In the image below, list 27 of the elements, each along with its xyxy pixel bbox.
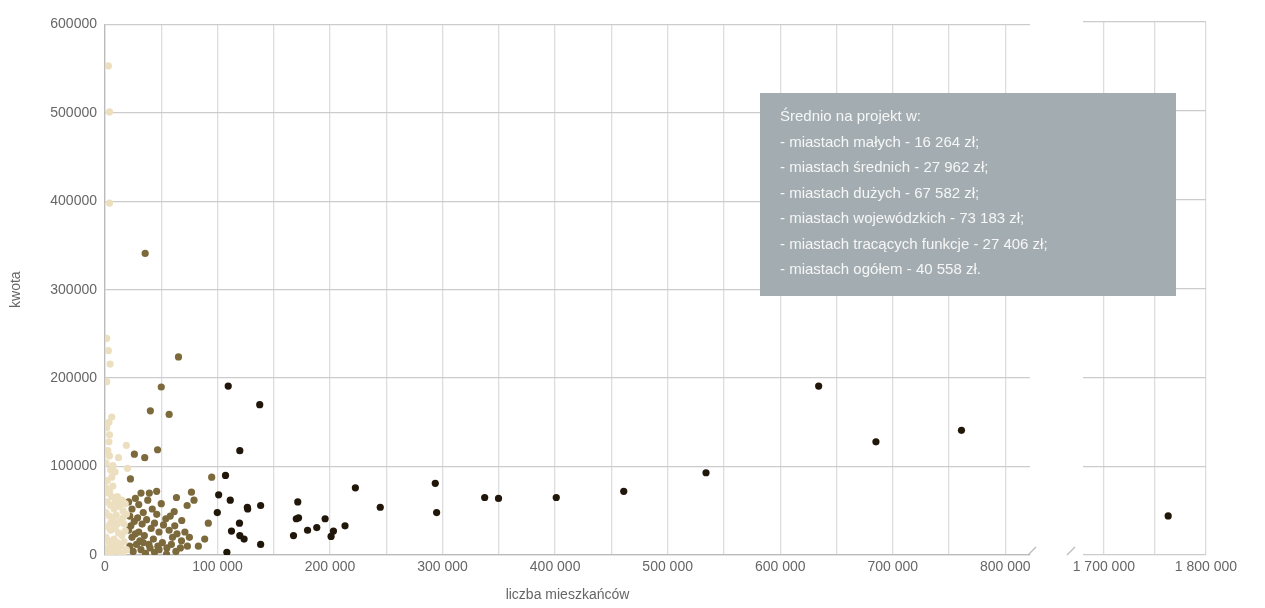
annotation: - miastach wojewódzkich - 73 183 zł; (780, 208, 1026, 228)
x-tick-label: 1 800 000 (1174, 558, 1238, 575)
x-tick-label: 700 000 (867, 558, 919, 575)
x-tick-label: 0 (101, 558, 110, 575)
x-tick-label: 1 700 000 (1072, 558, 1136, 575)
y-tick-label: 100000 (50, 457, 98, 474)
annotation: - miastach małych - 16 264 zł; (780, 131, 981, 152)
y-tick-label: 400000 (50, 192, 98, 209)
annotation: - miastach średnich - 27 962 zł; (780, 157, 990, 177)
annotation: - miastach dużych - 67 582 zł; (780, 182, 981, 203)
x-axis-title: liczba mieszkańców (505, 586, 631, 603)
y-axis-title: kwota (7, 271, 24, 308)
y-tick-label: 0 (89, 545, 98, 562)
x-tick-label: 300 000 (417, 558, 469, 575)
x-tick-label: 800 000 (979, 558, 1031, 575)
annotation: Średnio na projekt w: (780, 106, 922, 126)
annotation: - miastach ogółem - 40 558 zł. (780, 259, 982, 279)
x-tick-label: 200 000 (304, 558, 356, 575)
y-tick-label: 600000 (50, 15, 98, 32)
x-tick-label: 100 000 (192, 558, 244, 575)
x-tick-label: 500 000 (642, 558, 694, 575)
annotation: - miastach tracących funkcje - 27 406 zł; (780, 233, 1049, 254)
x-tick-label: 600 000 (754, 558, 806, 575)
x-tick-label: 400 000 (529, 558, 581, 575)
y-tick-label: 300000 (50, 280, 98, 297)
y-tick-label: 200000 (50, 368, 98, 385)
y-tick-label: 500000 (50, 103, 98, 120)
